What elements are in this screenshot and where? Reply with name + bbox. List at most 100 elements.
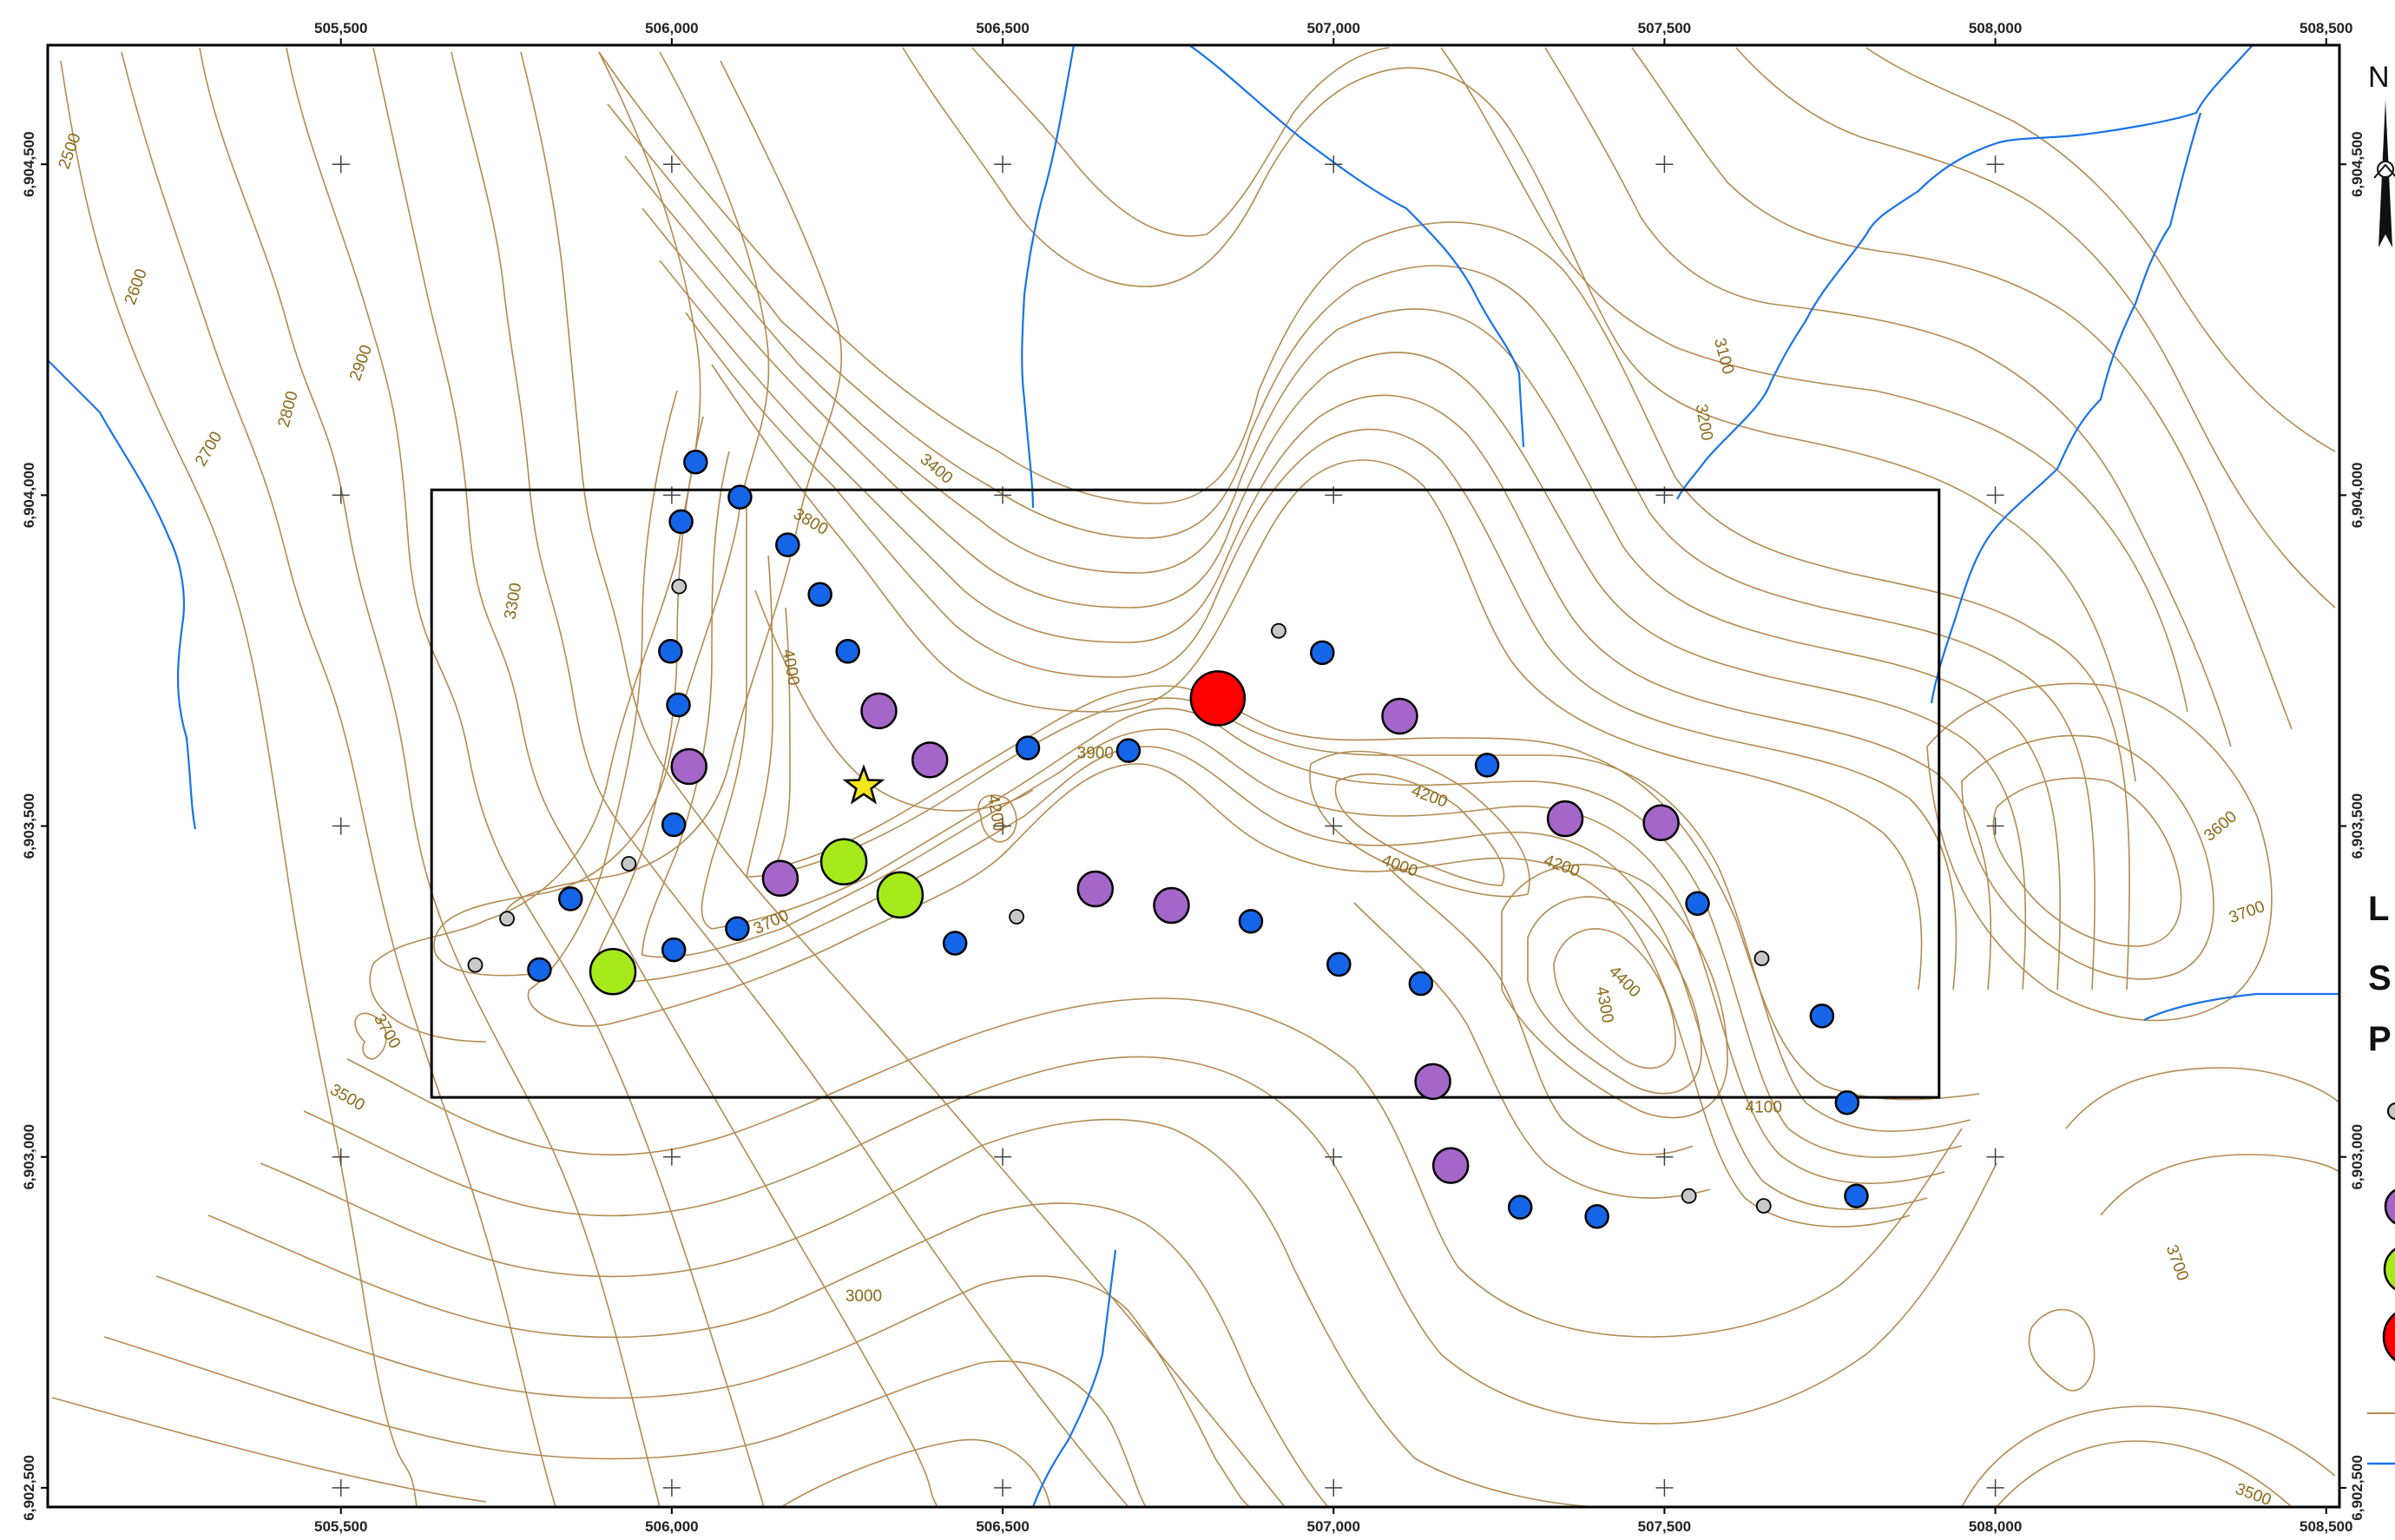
contour-label: 3300: [501, 582, 525, 621]
contour-label: 4300: [1592, 985, 1616, 1024]
contour-label: 3000: [845, 1287, 882, 1306]
x-tick-label-top: 507,000: [1307, 20, 1360, 36]
sample-point-gray: [1009, 909, 1024, 925]
contour-label: 3900: [1077, 745, 1114, 763]
contour-label: 3400: [917, 451, 957, 488]
x-tick-label-bottom: 506,000: [645, 1518, 698, 1535]
x-tick-label-bottom: 505,500: [314, 1518, 367, 1535]
contour-label: 3700: [751, 906, 792, 938]
sample-point-blue: [942, 931, 968, 956]
grid-cross: [1325, 1478, 1343, 1497]
sample-point-blue: [1584, 1204, 1609, 1229]
rivers: [48, 45, 2339, 1507]
sample-point-gray: [467, 957, 484, 973]
grid-cross: [332, 486, 350, 504]
frame-ticks: [41, 38, 2346, 1514]
x-tick-label-bottom: 508,000: [1969, 1518, 2022, 1535]
study-area-rectangle: [430, 488, 1941, 1099]
grid-cross: [1986, 155, 2004, 174]
contour-label: 4200: [1542, 852, 1582, 881]
sample-point-purple: [1431, 1147, 1470, 1184]
x-tick-label-top: 505,500: [314, 20, 367, 36]
contour-label: 2800: [275, 389, 302, 429]
x-tick-label-top: 506,000: [645, 20, 698, 36]
contour-label: 2900: [346, 343, 376, 384]
grid-cross: [1986, 1478, 2004, 1497]
sample-point-blue: [1326, 951, 1352, 977]
x-tick-label-top: 508,000: [1969, 20, 2022, 36]
grid-cross: [662, 1478, 681, 1497]
sample-point-blue: [1809, 1004, 1835, 1029]
grid-cross: [1325, 1148, 1343, 1166]
grid-cross: [1325, 817, 1343, 835]
y-tick-label-left: 6,902,500: [21, 1455, 37, 1521]
x-tick-label-bottom: 507,500: [1638, 1518, 1691, 1535]
sample-point-blue: [775, 532, 800, 557]
sample-point-blue: [1238, 909, 1264, 934]
grid-crosses: [332, 155, 2004, 1497]
legend-fragment-text: S: [2368, 959, 2392, 997]
x-tick-label-bottom: 507,000: [1307, 1518, 1360, 1535]
sample-point-purple: [1642, 804, 1680, 841]
sample-point-blue: [558, 886, 583, 911]
sample-point-blue: [1834, 1089, 1860, 1116]
sample-point-purple: [860, 692, 898, 730]
grid-cross: [662, 1148, 681, 1166]
grid-cross: [994, 155, 1012, 174]
contour-label: 4200: [984, 793, 1008, 833]
grid-cross: [1986, 1148, 2004, 1166]
sample-point-red: [1189, 670, 1247, 727]
sample-point-gray: [671, 578, 688, 595]
contour-label: 3700: [370, 1011, 404, 1052]
y-tick-label-left: 6,904,000: [21, 463, 37, 529]
sample-point-blue: [661, 812, 687, 838]
sample-point-blue: [658, 639, 683, 664]
y-tick-label-right: 6,904,000: [2349, 463, 2365, 529]
sample-point-green: [876, 871, 924, 919]
legend-purple-symbol: [2384, 1188, 2395, 1225]
grid-cross: [1655, 155, 1674, 174]
y-tick-label-right: 6,904,500: [2349, 131, 2365, 197]
sample-point-gray: [499, 911, 515, 927]
grid-cross: [1325, 155, 1343, 174]
contour-labels: 2500260027002800290033003400380040003900…: [56, 131, 2274, 1510]
contour-label: 3700: [2162, 1242, 2192, 1283]
sample-point-blue: [807, 582, 832, 607]
sample-point-purple: [761, 859, 799, 898]
sample-point-blue: [1685, 891, 1710, 916]
map-frame: [46, 43, 2341, 1509]
contour-label: 4200: [1409, 782, 1450, 812]
y-tick-label-left: 6,904,500: [21, 131, 37, 197]
sample-point-blue: [668, 509, 694, 535]
contour-label: 3200: [1692, 403, 1716, 442]
legend-red-symbol: [2382, 1312, 2395, 1362]
sample-point-blue: [1310, 640, 1335, 666]
legend-fragment-text: P: [2368, 1020, 2392, 1058]
north-arrow: [2373, 100, 2395, 247]
sample-point-purple: [670, 747, 707, 786]
contour-label: 4000: [1379, 852, 1420, 881]
sample-points: [467, 450, 1869, 1229]
sample-point-blue: [1115, 738, 1142, 763]
x-tick-label-top: 508,500: [2300, 20, 2352, 36]
legend-green-symbol: [2383, 1247, 2395, 1291]
grid-cross: [332, 1478, 350, 1497]
sample-point-blue: [1015, 735, 1041, 760]
legend-symbols: [2367, 1102, 2395, 1465]
grid-cross: [662, 155, 681, 174]
sample-point-blue: [666, 692, 691, 718]
legend-fragment: N LSP: [2368, 61, 2392, 1058]
grid-cross: [332, 155, 350, 174]
sample-point-blue: [725, 916, 750, 941]
sample-point-purple: [911, 741, 949, 779]
grid-cross: [1986, 486, 2004, 504]
contour-label: 3500: [2233, 1480, 2273, 1510]
contour-label: 3600: [2201, 807, 2240, 845]
sample-point-purple: [1381, 697, 1418, 735]
sample-point-gray: [1753, 951, 1770, 966]
sample-point-blue: [661, 937, 687, 963]
frame-tick-labels: 505,500 505,500 506,000 506,000 506,500 506,5…: [21, 20, 2365, 1535]
sample-point-gray: [1681, 1188, 1697, 1204]
grid-cross: [994, 1478, 1012, 1497]
